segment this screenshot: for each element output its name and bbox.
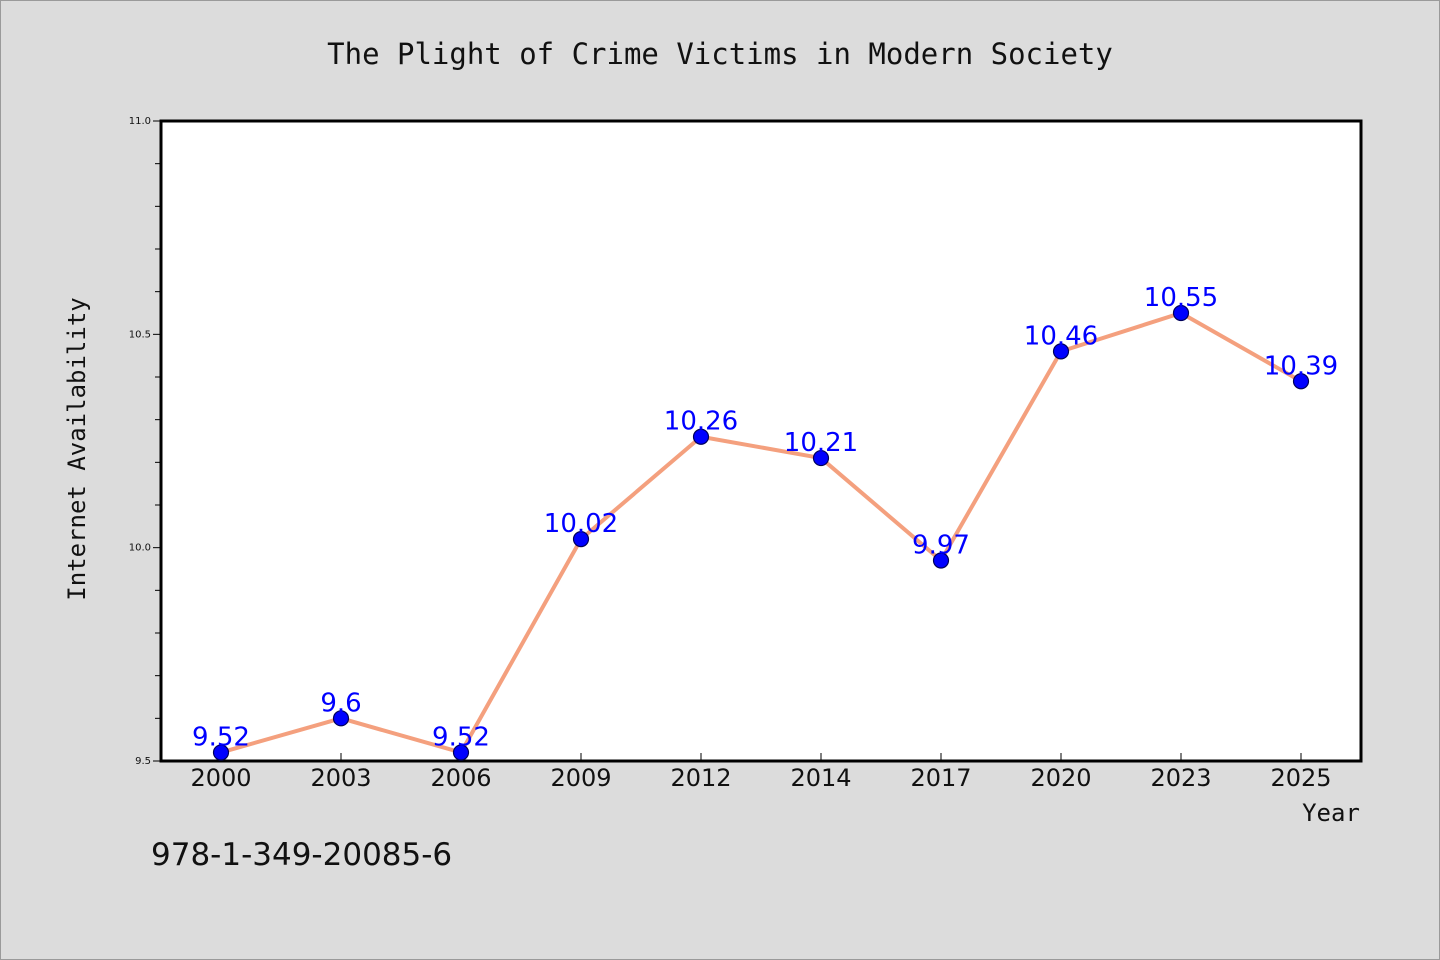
data-label: 10.46 xyxy=(1024,321,1098,351)
data-point xyxy=(812,449,830,467)
x-axis: 2000 2003 2006 2009 2012 2014 2017 2020 2023 2025 xyxy=(190,753,1332,792)
data-label: 9.6 xyxy=(320,688,361,718)
y-axis-label: Internet Availability xyxy=(63,297,91,600)
x-tick-label: 2014 xyxy=(790,764,851,792)
x-tick-label: 2003 xyxy=(310,764,371,792)
data-points xyxy=(212,304,1310,761)
y-tick-label: 11.0 xyxy=(129,116,151,127)
chart-title: The Plight of Crime Victims in Modern So… xyxy=(327,37,1113,71)
data-point xyxy=(572,531,590,548)
data-label: 10.55 xyxy=(1144,283,1218,313)
x-tick-label: 2012 xyxy=(670,764,731,792)
isbn-text: 978-1-349-20085-6 xyxy=(151,837,452,873)
data-point xyxy=(332,710,350,727)
x-axis-label: Year xyxy=(1302,799,1360,827)
data-point xyxy=(1172,304,1190,322)
x-tick-label: 2020 xyxy=(1030,764,1091,792)
data-point xyxy=(212,744,230,761)
data-label: 10.26 xyxy=(664,407,738,437)
data-label: 9.97 xyxy=(912,530,970,560)
y-tick-label: 10.0 xyxy=(129,543,151,554)
series-line xyxy=(220,311,1302,755)
y-axis: 9.5 10.0 10.5 11.0 xyxy=(129,116,161,767)
y-tick-label: 10.5 xyxy=(129,329,151,340)
data-label: 10.02 xyxy=(544,509,618,539)
data-point xyxy=(452,744,470,761)
data-label: 9.52 xyxy=(192,722,250,752)
data-label: 10.21 xyxy=(784,428,858,458)
x-tick-label: 2017 xyxy=(910,764,971,792)
x-tick-label: 2000 xyxy=(190,764,251,792)
data-label: 10.39 xyxy=(1264,351,1338,381)
plot-area xyxy=(159,119,1363,763)
data-point xyxy=(692,428,710,445)
x-tick-label: 2006 xyxy=(430,764,491,792)
data-point xyxy=(932,552,950,569)
x-tick-label: 2009 xyxy=(550,764,611,792)
x-tick-label: 2025 xyxy=(1270,764,1331,792)
data-labels: 9.52 9.6 9.52 10.02 10.26 10.21 9.97 10.46 10.55… xyxy=(192,283,1338,752)
data-label: 9.52 xyxy=(432,722,490,752)
x-tick-label: 2023 xyxy=(1150,764,1211,792)
y-tick-label: 9.5 xyxy=(135,756,151,767)
data-point xyxy=(1052,343,1070,360)
data-point xyxy=(1292,373,1310,390)
